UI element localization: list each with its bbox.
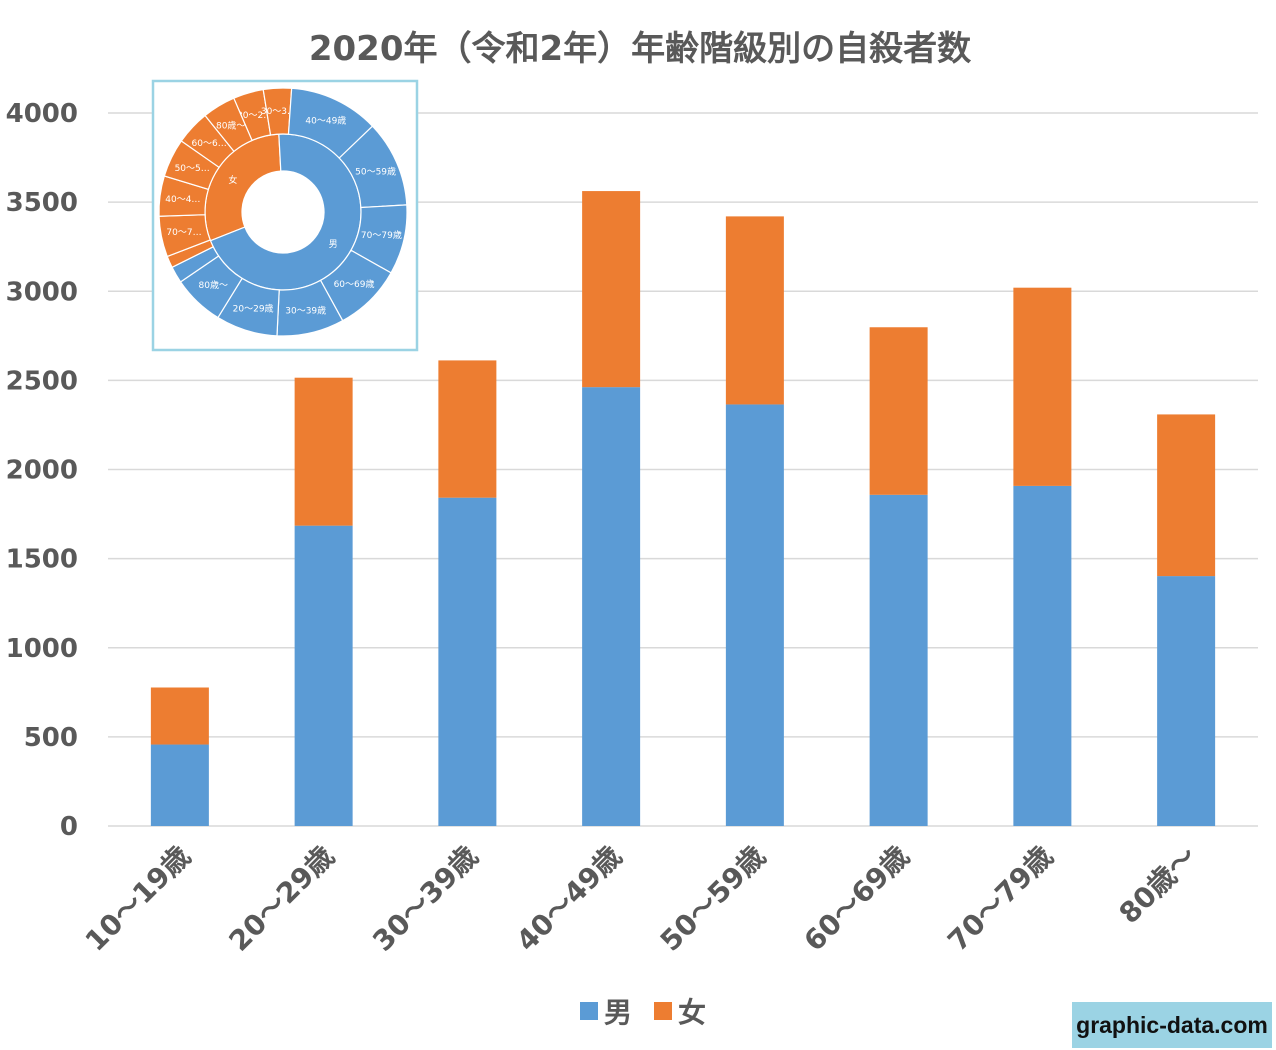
y-tick-label: 3500 (6, 188, 78, 218)
sunburst-label: 20～29歳 (233, 302, 274, 314)
sunburst-label: 70～79歳 (361, 229, 402, 241)
bar-female (1013, 287, 1072, 486)
sunburst-label: 女 (228, 174, 237, 186)
sunburst-label: 20～2… (237, 111, 272, 121)
sunburst-label: 80歳～ (199, 279, 228, 291)
x-tick-label: 10～19歳 (79, 840, 197, 958)
bar-male (294, 525, 353, 826)
sunburst-label: 80歳～ (216, 120, 245, 132)
x-tick-label: 20～29歳 (223, 840, 341, 958)
sunburst-label: 男 (329, 239, 338, 250)
sunburst-label: 40～4… (165, 195, 200, 205)
legend-label: 女 (678, 996, 706, 1029)
bar-male (438, 497, 497, 826)
y-tick-label: 0 (60, 812, 78, 842)
y-tick-label: 500 (24, 723, 78, 753)
y-tick-label: 1000 (6, 634, 78, 664)
sunburst-label: 30～3… (261, 107, 296, 117)
bars (150, 191, 1216, 826)
bar-female (1157, 414, 1216, 577)
x-tick-label: 50～59歳 (654, 840, 772, 958)
y-tick-label: 2500 (6, 366, 78, 396)
sunburst-label: 30～39歳 (285, 304, 326, 316)
sunburst-label: 70～7… (166, 228, 201, 238)
bar-male (869, 494, 928, 826)
bar-male (582, 387, 641, 826)
bar-female (725, 216, 784, 405)
bar-female (438, 360, 497, 498)
y-tick-label: 1500 (6, 545, 78, 575)
y-axis-ticks: 0 500 1000 1500 2000 2500 3000 3500 4000 (6, 99, 78, 842)
x-tick-label: 30～39歳 (366, 840, 484, 958)
x-tick-label: 60～69歳 (798, 840, 916, 958)
x-tick-label: 80歳～ (1113, 840, 1203, 930)
sunburst-label: 60～6… (192, 139, 227, 149)
bar-male (725, 404, 784, 826)
x-tick-label: 70～79歳 (941, 840, 1059, 958)
legend-swatch (580, 1002, 598, 1020)
sunburst-segment (204, 97, 253, 153)
bar-male (1157, 576, 1216, 826)
bar-female (582, 191, 641, 388)
y-tick-label: 3000 (6, 277, 78, 307)
y-tick-label: 4000 (6, 99, 78, 129)
x-tick-label: 40～49歳 (510, 840, 628, 958)
bar-female (294, 377, 353, 526)
sunburst-label: 50～5… (175, 164, 210, 174)
sunburst-label: 40～49歳 (305, 115, 346, 127)
bar-male (150, 744, 209, 826)
sunburst-label: 50～59歳 (355, 166, 396, 178)
chart-title: 2020年（令和2年）年齢階級別の自殺者数 (309, 29, 971, 69)
x-axis-ticks: 10～19歳 20～29歳 30～39歳 40～49歳 50～59歳 60～69歳 70～7… (79, 840, 1203, 958)
watermark: graphic-data.com (1072, 1002, 1272, 1048)
y-tick-label: 2000 (6, 456, 78, 486)
sunburst-inset: 女男 20～2…30～3… 40～49歳 50～59歳 70～79歳 60～69歳 30～3… (151, 79, 419, 352)
legend-label: 男 (604, 996, 632, 1029)
bar-male (1013, 485, 1072, 826)
bar-female (150, 687, 209, 745)
sunburst-label: 60～69歳 (334, 278, 375, 290)
legend-swatch (654, 1002, 672, 1020)
bar-female (869, 327, 928, 495)
legend: 男女 (580, 996, 706, 1029)
